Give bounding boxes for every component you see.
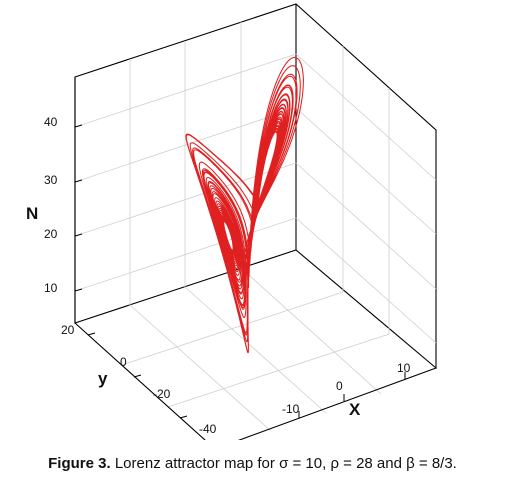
x-tick-minus10: -10: [282, 402, 300, 416]
attractor-trajectory: [185, 56, 304, 354]
z-axis-label: N: [26, 204, 38, 223]
y-tick-minus20: -20: [153, 387, 171, 401]
caption-text: Lorenz attractor map for σ = 10, ρ = 28 …: [114, 455, 457, 472]
z-tick-20: 20: [44, 227, 58, 241]
y-tick-minus40: -40: [199, 422, 217, 436]
y-tick-20: 20: [61, 323, 75, 337]
x-tick-0: 0: [336, 379, 343, 393]
x-tick-10: 10: [397, 361, 411, 375]
grid-lines: [74, 22, 437, 432]
lorenz-attractor-chart: 40 30 20 10 N 20 0 -20 -40 y -10 0 10 X: [26, 3, 437, 440]
z-tick-30: 30: [44, 173, 58, 187]
z-tick-10: 10: [44, 281, 58, 295]
figure-caption: Figure 3. Lorenz attractor map for σ = 1…: [0, 455, 505, 472]
x-axis-label: X: [349, 400, 361, 419]
y-axis-label: y: [98, 369, 108, 388]
box-front-edges: [74, 77, 437, 440]
caption-label: Figure 3.: [48, 455, 111, 472]
z-tick-40: 40: [44, 115, 58, 129]
y-tick-0: 0: [120, 355, 127, 369]
